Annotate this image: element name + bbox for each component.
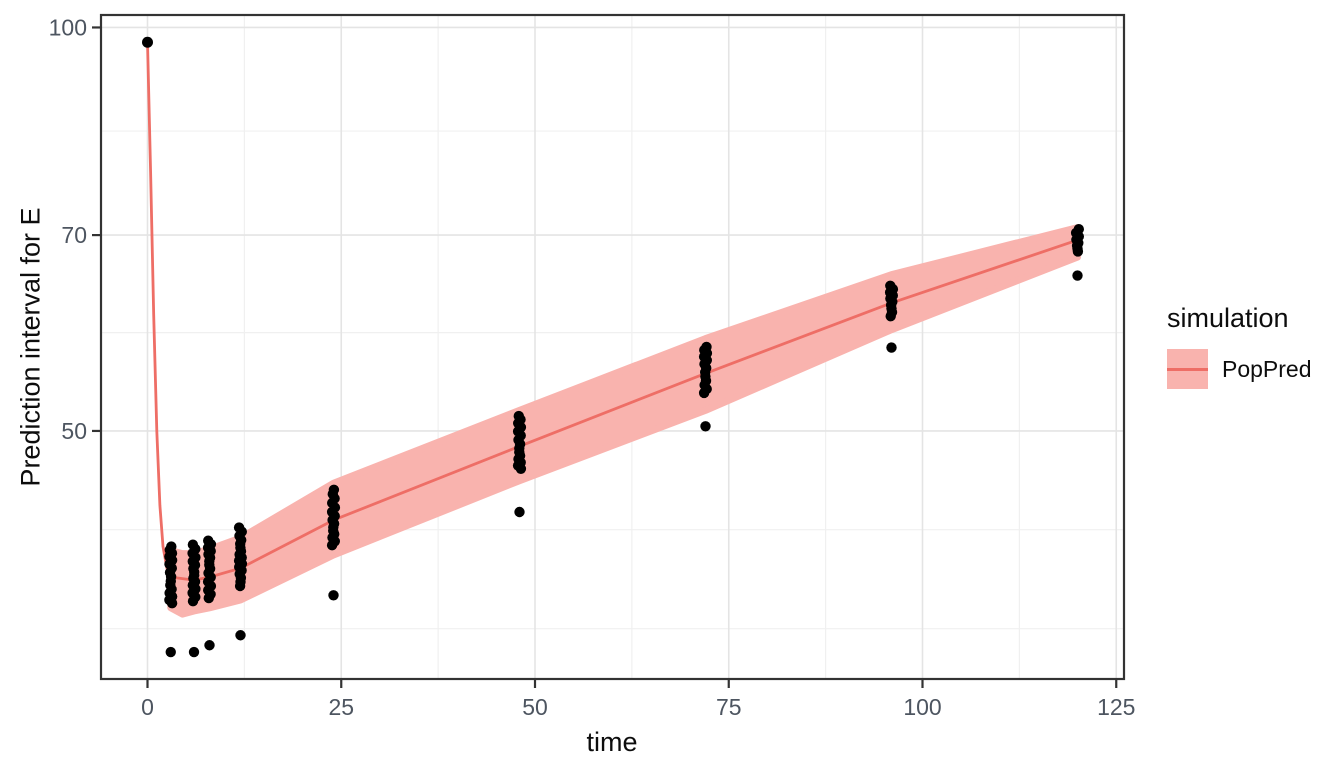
y-axis-title: Prediction interval for E bbox=[15, 207, 46, 487]
outlier-point bbox=[188, 646, 200, 658]
x-tick-label: 25 bbox=[328, 694, 354, 720]
observation-point bbox=[234, 580, 246, 592]
poppred-ribbon bbox=[167, 224, 1081, 618]
observation-point bbox=[515, 463, 527, 474]
observation-point bbox=[142, 36, 153, 48]
x-axis-title: time bbox=[586, 727, 638, 757]
x-tick-label: 75 bbox=[716, 694, 742, 720]
legend-entry-poppred: PopPred bbox=[1167, 349, 1312, 389]
observation-point bbox=[1072, 246, 1084, 257]
outlier-point bbox=[328, 590, 339, 601]
observation-point bbox=[885, 311, 896, 322]
poppred-line bbox=[146, 40, 1079, 582]
outlier-point bbox=[204, 640, 215, 651]
outlier-point bbox=[165, 646, 176, 658]
outlier-point bbox=[886, 342, 897, 353]
observation-point bbox=[698, 387, 710, 399]
legend-title: simulation bbox=[1167, 303, 1289, 333]
y-tick-label: 70 bbox=[61, 222, 87, 248]
observation-point bbox=[326, 540, 338, 551]
observation-point bbox=[187, 596, 199, 607]
x-tick-label: 125 bbox=[1097, 694, 1135, 720]
observation-point bbox=[203, 592, 214, 604]
outlier-point bbox=[700, 421, 711, 432]
outlier-point bbox=[514, 506, 525, 518]
ribbon-key-swatch bbox=[1167, 349, 1208, 389]
line-key-icon bbox=[1167, 367, 1208, 371]
panel-border bbox=[99, 13, 1126, 681]
x-tick-label: 50 bbox=[522, 694, 548, 720]
outlier-point bbox=[235, 630, 246, 641]
legend-entry-label: PopPred bbox=[1222, 355, 1312, 382]
legend: simulation PopPred bbox=[1167, 303, 1312, 389]
outlier-point bbox=[1072, 270, 1083, 281]
y-tick-label: 100 bbox=[49, 14, 87, 40]
x-tick-label: 100 bbox=[903, 694, 941, 720]
x-tick-label: 0 bbox=[141, 694, 154, 720]
y-tick-label: 50 bbox=[61, 418, 87, 444]
observation-point bbox=[166, 598, 178, 609]
